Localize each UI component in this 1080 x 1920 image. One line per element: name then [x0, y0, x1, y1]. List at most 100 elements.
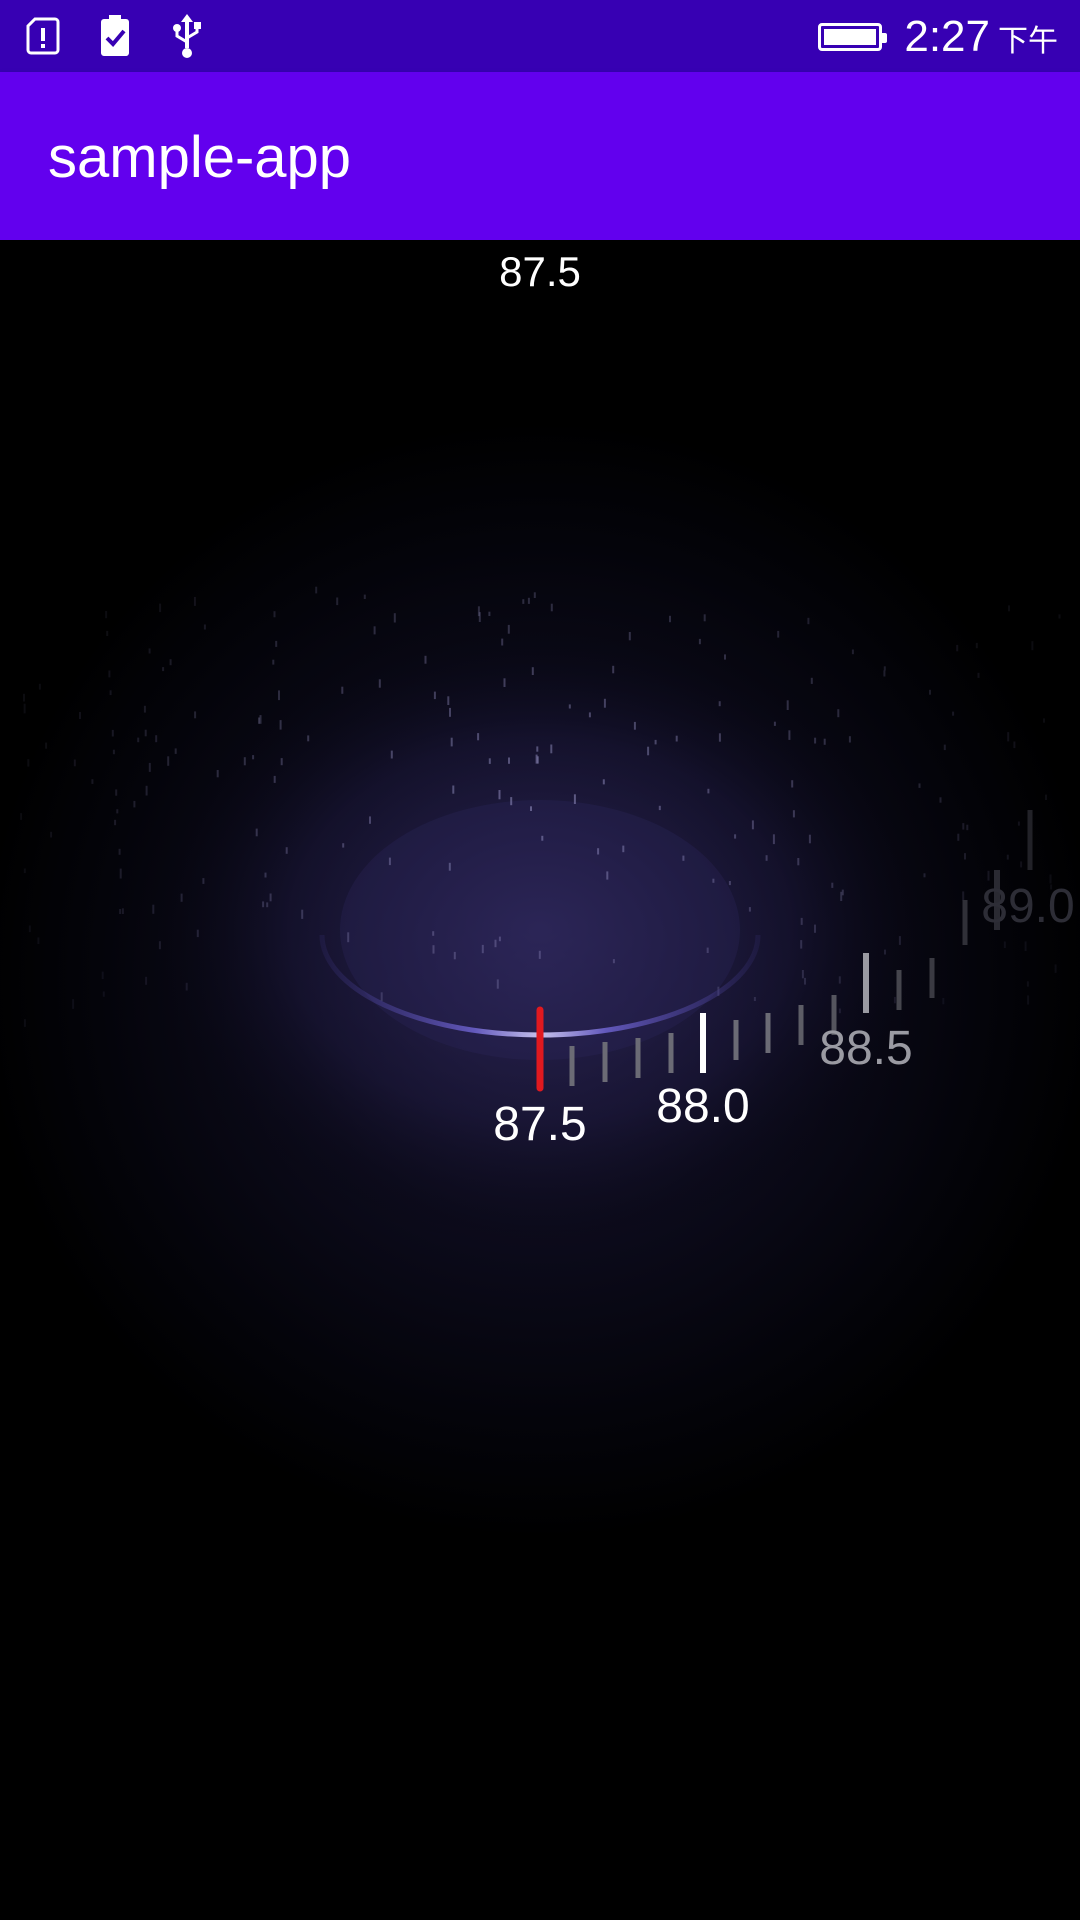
particle: [269, 893, 272, 902]
particle: [838, 976, 841, 984]
particle: [943, 744, 946, 751]
particle: [510, 797, 513, 806]
particle: [1006, 854, 1009, 860]
particle: [185, 982, 188, 991]
particle: [772, 834, 775, 845]
particle: [810, 677, 813, 684]
tick-marks: [569, 810, 1033, 1086]
particle: [1020, 861, 1023, 868]
particle: [203, 624, 206, 630]
particle: [964, 853, 966, 860]
particle: [79, 712, 81, 719]
particle: [91, 779, 94, 784]
particle: [37, 937, 40, 944]
particle: [202, 878, 205, 884]
particle: [536, 746, 539, 752]
particle: [158, 941, 161, 950]
particle: [851, 649, 854, 655]
particle: [488, 611, 491, 616]
particle: [162, 667, 165, 672]
particle: [121, 908, 124, 914]
particle: [102, 991, 105, 997]
particle: [588, 712, 591, 718]
particle: [923, 873, 926, 878]
particle: [800, 917, 803, 925]
particle: [119, 909, 122, 914]
particle: [573, 794, 576, 804]
particle: [159, 603, 162, 613]
particle: [748, 907, 751, 912]
particle: [807, 617, 810, 625]
status-icons-left: [22, 12, 208, 60]
particle: [698, 638, 701, 645]
particle: [496, 979, 499, 989]
particle: [109, 690, 112, 696]
particle: [918, 783, 921, 788]
particle: [654, 739, 657, 745]
particle: [977, 672, 980, 678]
status-clock: 2:27 下午: [904, 14, 1058, 60]
particle: [72, 999, 75, 1009]
radio-tuner-view[interactable]: 87.5: [0, 240, 1080, 1920]
particle: [1024, 941, 1027, 951]
particle: [773, 721, 776, 726]
particle: [264, 872, 267, 878]
particle: [522, 599, 525, 604]
particle: [893, 996, 896, 1004]
particle: [498, 936, 501, 942]
particle: [278, 690, 280, 701]
particle: [633, 721, 636, 730]
tuner-dial[interactable]: 87.5 88.0 88.5 89.0: [0, 240, 1080, 1920]
status-bar: 2:27 下午: [0, 0, 1080, 72]
particle: [962, 891, 965, 901]
particle: [20, 813, 23, 820]
particle: [962, 823, 965, 830]
particle: [753, 997, 756, 1001]
particle: [883, 666, 886, 671]
particle: [535, 754, 538, 764]
particle: [112, 749, 115, 755]
particle: [814, 737, 817, 744]
particle: [424, 655, 427, 664]
particle: [675, 735, 678, 742]
particle: [669, 615, 671, 623]
particle: [840, 891, 843, 901]
particle: [196, 929, 199, 938]
dial-label-89-0: 89.0: [981, 880, 1074, 933]
particle: [259, 715, 262, 724]
particle: [1049, 874, 1052, 884]
particle: [342, 843, 345, 848]
particle: [101, 971, 104, 980]
particle: [814, 924, 816, 933]
particle: [145, 785, 148, 796]
particle: [628, 632, 631, 641]
particle: [393, 613, 396, 623]
particle: [1050, 884, 1053, 890]
particle: [152, 904, 155, 914]
particle: [898, 936, 901, 945]
particle: [658, 805, 661, 811]
particle: [272, 659, 275, 665]
particle: [388, 857, 391, 866]
particle: [301, 909, 304, 919]
particle: [804, 977, 806, 985]
particle: [1045, 794, 1047, 800]
particle: [307, 735, 310, 742]
particle: [957, 833, 960, 841]
particle: [612, 959, 615, 964]
particle: [262, 901, 265, 908]
particle: [133, 800, 136, 808]
particle: [448, 862, 451, 871]
particle: [823, 738, 826, 745]
particle: [341, 686, 344, 694]
particle: [808, 834, 811, 844]
particle: [952, 711, 955, 716]
sim-alert-icon: [22, 12, 64, 60]
particle: [848, 736, 851, 743]
particle: [273, 775, 276, 783]
particle: [363, 594, 366, 599]
particle: [38, 683, 41, 690]
particle: [285, 847, 288, 854]
particle: [498, 790, 501, 800]
app-title: sample-app: [48, 125, 352, 190]
